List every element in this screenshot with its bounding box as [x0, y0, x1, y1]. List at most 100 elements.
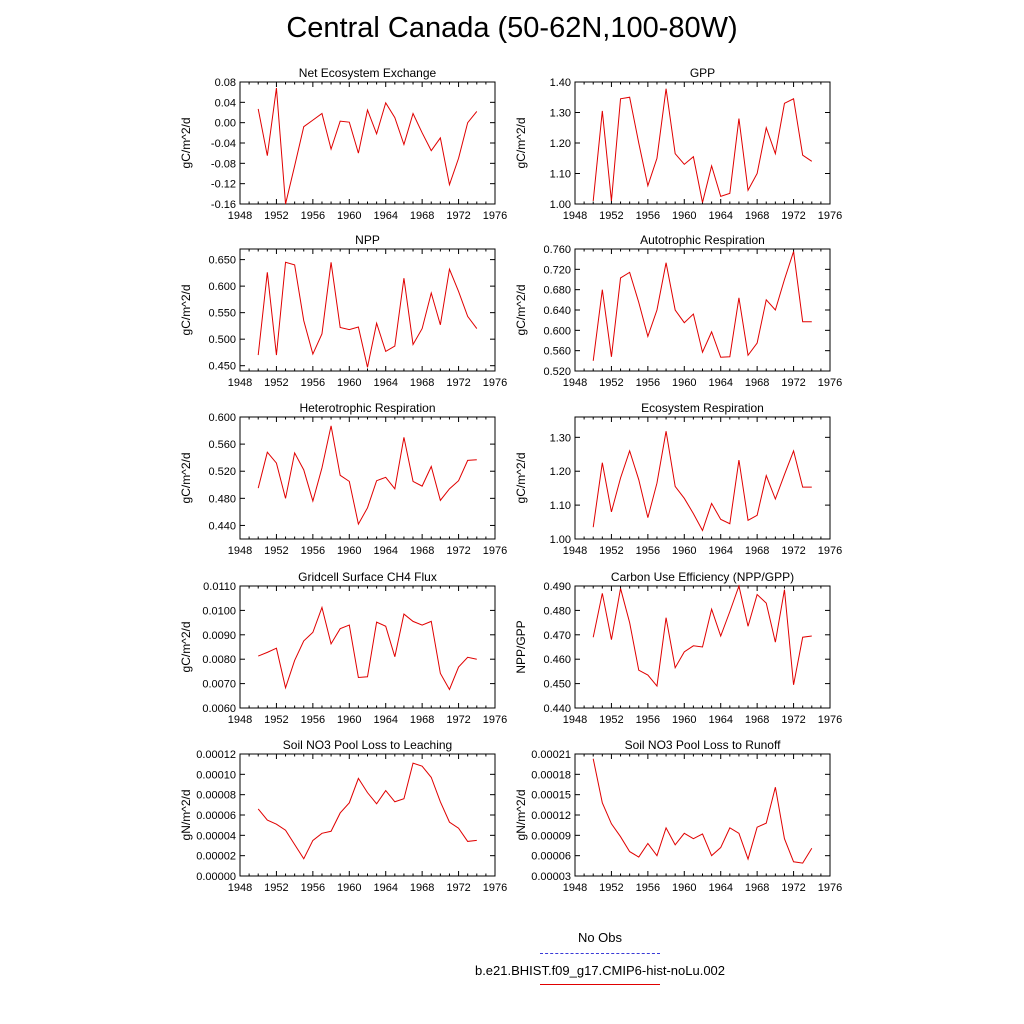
y-tick-label: 0.450: [208, 361, 236, 373]
chart-panel-0: Net Ecosystem Exchange gC/m^2/d 1948 1952 19…: [179, 66, 507, 222]
chart-panel-3: Autotrophic Respiration gC/m^2/d 1948 1952 1…: [514, 233, 842, 389]
y-tick-label: 0.490: [543, 581, 571, 593]
y-tick-label: 0.560: [543, 346, 571, 358]
x-tick-label: 1960: [337, 545, 361, 557]
x-tick-label: 1968: [410, 210, 434, 222]
x-tick-label: 1960: [337, 882, 361, 894]
y-tick-label: 1.30: [550, 108, 571, 120]
x-tick-label: 1964: [708, 545, 732, 557]
x-tick-label: 1968: [745, 210, 769, 222]
y-tick-label: 1.40: [550, 77, 571, 89]
y-tick-label: 0.00003: [531, 871, 571, 883]
y-tick-label: 0.0070: [202, 679, 236, 691]
y-tick-label: 0.560: [208, 439, 236, 451]
y-axis-label: gC/m^2/d: [179, 118, 193, 169]
x-tick-label: 1952: [599, 210, 623, 222]
y-tick-label: 0.0060: [202, 703, 236, 715]
y-tick-label: 0.640: [543, 305, 571, 317]
x-tick-label: 1956: [636, 210, 660, 222]
x-tick-label: 1956: [636, 377, 660, 389]
x-tick-label: 1972: [781, 377, 805, 389]
x-tick-label: 1960: [337, 210, 361, 222]
x-tick-label: 1956: [636, 714, 660, 726]
series-line-0: [257, 261, 478, 368]
y-tick-label: 0.00015: [531, 790, 571, 802]
x-tick-label: 1976: [818, 714, 842, 726]
x-tick-label: 1948: [563, 377, 587, 389]
plot-frame: [239, 416, 496, 540]
x-tick-label: 1968: [745, 377, 769, 389]
x-tick-label: 1968: [745, 714, 769, 726]
x-tick-label: 1948: [228, 377, 252, 389]
y-tick-label: 0.0100: [202, 605, 236, 617]
y-tick-label: -0.08: [211, 158, 236, 170]
y-tick-label: 0.680: [543, 285, 571, 297]
x-tick-label: 1948: [228, 210, 252, 222]
x-tick-label: 1972: [446, 545, 470, 557]
chart-title: Net Ecosystem Exchange: [299, 66, 437, 80]
x-tick-label: 1952: [264, 545, 288, 557]
legend: No Obs b.e21.BHIST.f09_g17.CMIP6-hist-no…: [400, 930, 800, 1000]
x-tick-label: 1976: [818, 545, 842, 557]
y-tick-label: 1.20: [550, 138, 571, 150]
x-tick-label: 1964: [373, 714, 397, 726]
y-tick-label: 0.04: [215, 97, 236, 109]
x-tick-label: 1964: [708, 210, 732, 222]
series-line-0: [592, 431, 812, 532]
chart-title: Soil NO3 Pool Loss to Leaching: [283, 738, 452, 752]
chart-title: NPP: [355, 233, 380, 247]
x-tick-label: 1976: [818, 882, 842, 894]
chart-title: Heterotrophic Respiration: [299, 401, 435, 415]
legend-label-model: b.e21.BHIST.f09_g17.CMIP6-hist-noLu.002: [474, 963, 726, 978]
y-tick-label: 1.30: [550, 432, 571, 444]
y-tick-label: 0.00008: [196, 790, 236, 802]
x-tick-label: 1948: [563, 714, 587, 726]
y-tick-label: 0.760: [543, 244, 571, 256]
page-title: Central Canada (50-62N,100-80W): [286, 12, 738, 44]
y-tick-label: 0.00: [215, 118, 236, 130]
chart-title: Autotrophic Respiration: [640, 233, 765, 247]
x-tick-label: 1976: [483, 882, 507, 894]
y-axis-label: gC/m^2/d: [179, 622, 193, 673]
legend-line-model: [540, 984, 660, 985]
x-tick-label: 1948: [563, 882, 587, 894]
y-tick-label: 0.550: [208, 308, 236, 320]
y-axis-label: gC/m^2/d: [514, 285, 528, 336]
x-tick-label: 1968: [410, 882, 434, 894]
y-tick-label: 0.00006: [531, 851, 571, 863]
x-tick-label: 1952: [264, 714, 288, 726]
y-tick-label: 0.600: [208, 412, 236, 424]
y-tick-label: 0.440: [543, 703, 571, 715]
x-tick-label: 1956: [301, 545, 325, 557]
chart-title: Soil NO3 Pool Loss to Runoff: [625, 738, 782, 752]
y-tick-label: 0.08: [215, 77, 236, 89]
y-tick-label: -0.16: [211, 199, 236, 211]
series-line-0: [592, 584, 812, 688]
x-tick-label: 1964: [373, 545, 397, 557]
x-tick-label: 1952: [599, 714, 623, 726]
y-axis-label: NPP/GPP: [514, 620, 528, 673]
x-tick-label: 1964: [373, 377, 397, 389]
x-tick-label: 1960: [672, 882, 696, 894]
y-tick-label: 0.0080: [202, 654, 236, 666]
y-tick-label: 0.00002: [196, 851, 236, 863]
chart-panel-9: Soil NO3 Pool Loss to Runoff gN/m^2/d 1948…: [514, 738, 842, 894]
x-tick-label: 1948: [228, 545, 252, 557]
x-tick-label: 1972: [781, 882, 805, 894]
y-tick-label: 0.00012: [531, 810, 571, 822]
x-tick-label: 1964: [373, 210, 397, 222]
x-tick-label: 1964: [373, 882, 397, 894]
x-tick-label: 1968: [410, 377, 434, 389]
x-tick-label: 1960: [672, 545, 696, 557]
x-tick-label: 1976: [483, 714, 507, 726]
y-tick-label: 0.00010: [196, 769, 236, 781]
x-tick-label: 1976: [483, 377, 507, 389]
y-tick-label: -0.12: [211, 179, 236, 191]
x-tick-label: 1960: [672, 210, 696, 222]
series-line-0: [258, 605, 477, 691]
plot-frame: [239, 753, 496, 877]
x-tick-label: 1964: [708, 714, 732, 726]
series-line-0: [257, 425, 477, 526]
y-tick-label: 0.500: [208, 334, 236, 346]
x-tick-label: 1972: [781, 714, 805, 726]
